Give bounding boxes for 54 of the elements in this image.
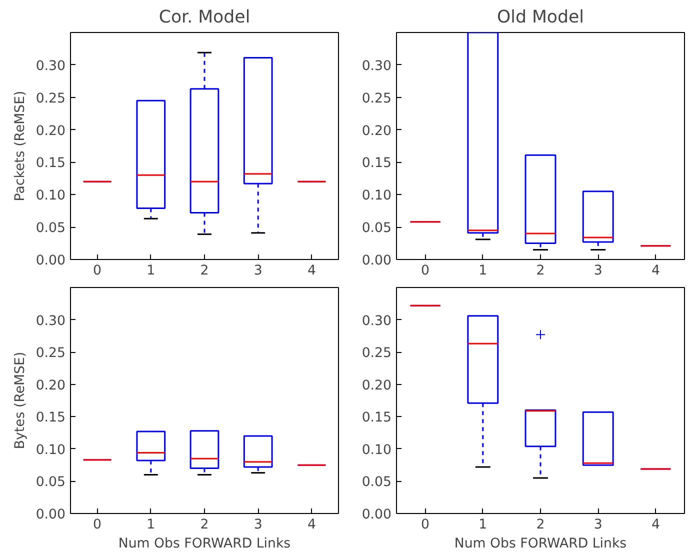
x-tick-label: 2 (536, 264, 545, 278)
y-tick-label: 0.30 (362, 314, 392, 329)
y-tick-label: 0.15 (362, 410, 392, 426)
y-tick-label: 0.25 (362, 91, 392, 106)
x-tick-label: 1 (478, 264, 488, 278)
y-tick-label: 0.05 (362, 475, 392, 490)
y-tick-label: 0.20 (36, 124, 66, 139)
y-tick-label: 0.05 (362, 221, 392, 236)
y-tick-label: 0.15 (36, 156, 66, 172)
x-tick-label: 4 (651, 264, 660, 278)
y-tick-label: 0.00 (362, 254, 392, 268)
x-tick-label: 2 (200, 518, 209, 532)
y-tick-label: 0.20 (362, 378, 392, 394)
chart-title: Cor. Model (158, 8, 250, 28)
x-tick-label: 2 (536, 518, 545, 532)
y-tick-label: 0.00 (362, 508, 392, 522)
x-tick-label: 4 (651, 518, 660, 532)
y-tick-label: 0.15 (362, 156, 392, 172)
y-tick-label: 0.25 (36, 91, 66, 106)
x-tick-label: 1 (146, 264, 156, 278)
x-tick-label: 3 (254, 518, 262, 532)
x-tick-label: 0 (421, 518, 430, 532)
x-tick-label: 3 (594, 264, 602, 278)
x-tick-label: 1 (478, 518, 488, 532)
chart-title: Old Model (497, 8, 584, 28)
x-tick-label: 4 (307, 264, 316, 278)
x-tick-label: 4 (307, 518, 316, 532)
x-axis-title: Num Obs FORWARD Links (118, 536, 291, 552)
y-tick-label: 0.30 (36, 58, 66, 74)
y-tick-label: 0.25 (362, 346, 392, 362)
x-tick-label: 3 (594, 518, 602, 532)
y-tick-label: 0.05 (36, 221, 66, 236)
x-tick-label: 0 (421, 264, 430, 278)
x-axis-title: Num Obs FORWARD Links (454, 536, 627, 552)
x-tick-label: 1 (146, 518, 156, 532)
y-tick-label: 0.10 (362, 188, 392, 204)
y-tick-label: 0.05 (36, 475, 66, 490)
y-tick-label: 0.00 (36, 254, 66, 268)
y-tick-label: 0.30 (362, 58, 392, 74)
x-tick-label: 2 (200, 264, 209, 278)
y-axis-title: Bytes (ReMSE) (12, 352, 28, 450)
y-axis-title: Packets (ReMSE) (12, 90, 28, 202)
y-tick-label: 0.20 (36, 378, 66, 394)
y-tick-label: 0.00 (36, 508, 66, 522)
y-tick-label: 0.30 (36, 314, 66, 329)
y-tick-label: 0.10 (362, 442, 392, 458)
x-tick-label: 0 (93, 264, 102, 278)
y-tick-label: 0.10 (36, 442, 66, 458)
y-tick-label: 0.10 (36, 188, 66, 204)
y-tick-label: 0.20 (362, 124, 392, 139)
x-tick-label: 3 (254, 264, 262, 278)
x-tick-label: 0 (93, 518, 102, 532)
y-tick-label: 0.25 (36, 346, 66, 362)
y-tick-label: 0.15 (36, 410, 66, 426)
